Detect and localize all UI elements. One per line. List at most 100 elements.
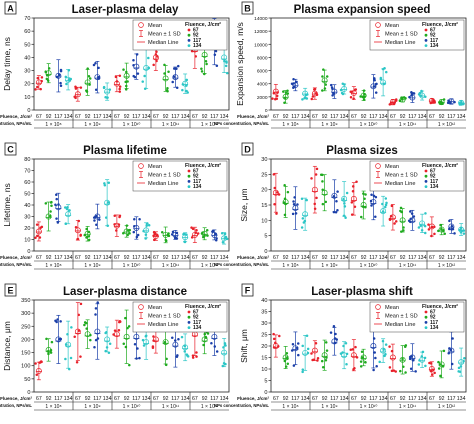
mean-marker xyxy=(65,341,72,348)
mean-marker xyxy=(448,347,455,354)
mean-marker xyxy=(55,72,62,79)
legend xyxy=(132,301,228,333)
concentration-label: 1 × 10¹² xyxy=(438,404,456,410)
legend-stat-label: Mean xyxy=(148,164,162,170)
data-point xyxy=(94,61,97,65)
concentration-label: 1 × 10¹¹ xyxy=(162,263,180,269)
y-tick-label: 40 xyxy=(261,298,267,304)
data-point xyxy=(370,204,373,207)
fluence-tick-label: 117 xyxy=(171,396,179,402)
data-point xyxy=(79,234,82,237)
data-point xyxy=(89,77,92,80)
y-tick-label: 5 xyxy=(264,234,267,240)
data-point xyxy=(271,97,274,100)
fluence-tick-label: 67 xyxy=(75,114,81,120)
concentration-label: 1 × 10¹⁰ xyxy=(123,404,141,410)
y-tick-label: 20 xyxy=(261,344,267,350)
data-point xyxy=(224,64,228,68)
data-point xyxy=(34,236,37,240)
legend-fluence-marker xyxy=(187,39,191,42)
y-tick-label: 8000 xyxy=(257,55,268,61)
data-point xyxy=(85,89,88,92)
mean-marker xyxy=(370,343,377,349)
legend-fluence-label: 134 xyxy=(430,184,439,190)
mean-marker xyxy=(458,226,465,233)
data-point xyxy=(329,83,333,87)
legend-fluence-label: 117 xyxy=(193,179,201,185)
fluence-tick-label: 117 xyxy=(447,396,455,402)
legend-stat-label: Mean ± 1 SD xyxy=(148,314,181,320)
fluence-tick-label: 67 xyxy=(351,396,357,402)
mean-marker xyxy=(341,352,348,359)
mean-marker xyxy=(65,211,72,218)
fluence-tick-label: 117 xyxy=(210,255,218,261)
fluence-tick-label: 117 xyxy=(369,396,377,402)
data-point xyxy=(316,356,320,360)
y-tick-label: 0 xyxy=(27,390,30,396)
fluence-tick-label: 67 xyxy=(153,255,159,261)
fluence-tick-label: 92 xyxy=(322,255,328,261)
concentration-label: 1 × 10¹² xyxy=(201,263,219,269)
data-point xyxy=(77,329,81,332)
mean-marker xyxy=(74,91,81,98)
mean-marker xyxy=(458,359,465,366)
fluence-tick-label: 92 xyxy=(322,396,328,402)
mean-marker xyxy=(438,99,445,106)
legend xyxy=(369,301,465,333)
concentration-label: 1 × 10¹¹ xyxy=(399,404,417,410)
mean-marker xyxy=(221,349,228,356)
legend-stat-label: Mean xyxy=(385,164,399,170)
fluence-tick-label: 134 xyxy=(220,114,229,120)
fluence-tick-label: 92 xyxy=(46,255,52,261)
data-point xyxy=(215,237,218,240)
fluence-tick-label: 67 xyxy=(75,396,81,402)
y-tick-label: 50 xyxy=(24,192,30,198)
data-point xyxy=(108,342,112,346)
data-point xyxy=(49,201,53,204)
legend-mean-icon xyxy=(138,22,144,28)
data-point xyxy=(165,357,168,361)
data-point xyxy=(95,223,98,227)
fluence-tick-label: 67 xyxy=(429,255,435,261)
legend-fluence-marker xyxy=(424,169,428,173)
data-point xyxy=(355,356,359,359)
data-point xyxy=(305,334,309,337)
data-point xyxy=(301,344,304,348)
concentration-label: 1 × 10⁸ xyxy=(282,122,298,128)
fluence-tick-label: 67 xyxy=(390,114,396,120)
mean-marker xyxy=(113,80,120,87)
data-point xyxy=(38,236,42,239)
legend-stat-label: Median Line xyxy=(148,181,178,187)
concentration-label: 1 × 10⁹ xyxy=(84,404,100,410)
mean-marker xyxy=(45,70,52,77)
data-point xyxy=(388,345,391,348)
data-point xyxy=(272,337,276,341)
data-point xyxy=(388,366,392,369)
data-point xyxy=(394,370,397,373)
fluence-tick-label: 92 xyxy=(361,396,367,402)
legend-fluence-label: 67 xyxy=(193,28,199,34)
fluence-tick-label: 67 xyxy=(429,396,435,402)
mean-marker xyxy=(399,96,406,103)
mean-marker xyxy=(104,88,111,95)
concentration-label: 1 × 10⁹ xyxy=(321,263,337,269)
mean-marker xyxy=(172,74,179,81)
concentration-label: 1 × 10¹¹ xyxy=(162,404,180,410)
fluence-tick-label: 117 xyxy=(408,255,416,261)
y-tick-label: 10 xyxy=(261,218,267,224)
data-point xyxy=(113,329,117,332)
fluence-row-label: Fluence, J/cm² xyxy=(0,396,32,401)
mean-marker xyxy=(123,333,130,340)
data-point xyxy=(73,335,76,339)
fluence-tick-label: 67 xyxy=(36,114,42,120)
legend-fluence-marker xyxy=(187,310,191,314)
legend-fluence-marker xyxy=(187,321,191,324)
mean-marker xyxy=(282,93,289,100)
data-point xyxy=(133,343,137,346)
mean-marker xyxy=(55,336,62,343)
mean-marker xyxy=(94,74,101,81)
data-point xyxy=(322,68,325,71)
y-tick-label: 60 xyxy=(24,180,30,186)
data-point xyxy=(152,63,155,67)
data-point xyxy=(423,224,427,228)
